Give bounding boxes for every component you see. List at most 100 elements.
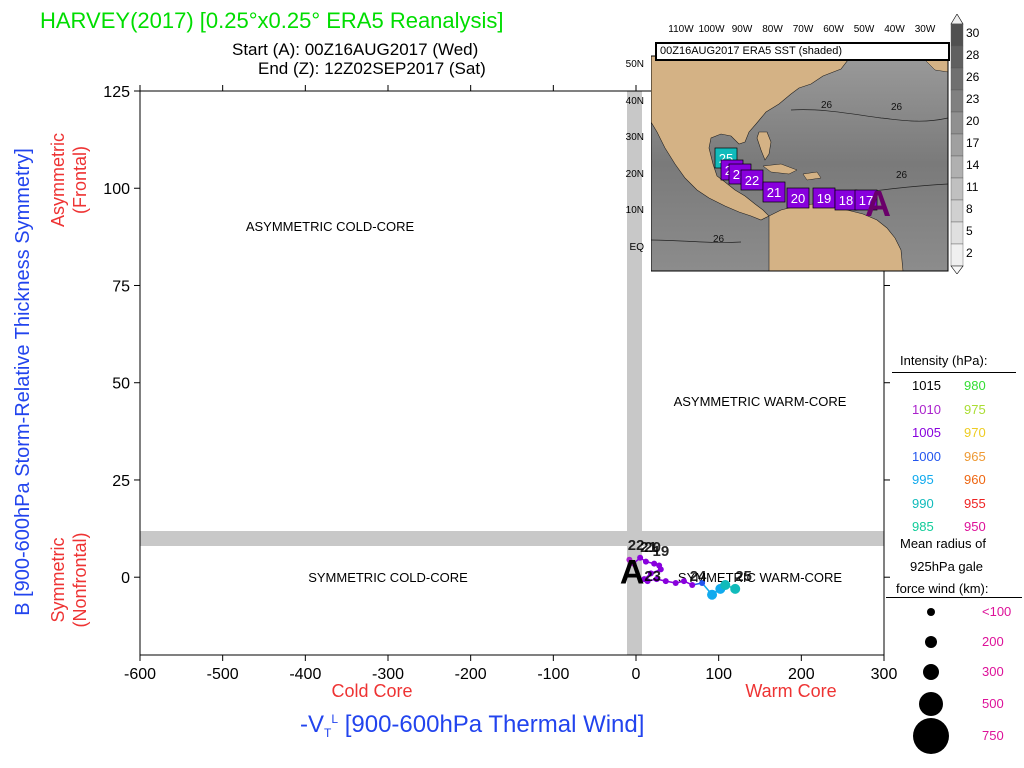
colorbar-swatch — [950, 111, 964, 135]
colorbar-swatch — [950, 23, 964, 47]
colorbar-label: 5 — [966, 224, 973, 238]
inset-contour-label: 26 — [821, 100, 833, 111]
quadrant-asym-warm: ASYMMETRIC WARM-CORE — [674, 394, 847, 409]
start-time: Start (A): 00Z16AUG2017 (Wed) — [232, 40, 479, 59]
x-axis-label: -VTL [900-600hPa Thermal Wind] — [300, 711, 644, 740]
colorbar-swatch — [950, 133, 964, 157]
legend-radius-title: 925hPa gale — [910, 559, 984, 574]
colorbar-label: 30 — [966, 26, 980, 40]
chart-title: HARVEY(2017) [0.25°x0.25° ERA5 Reanalysi… — [40, 8, 504, 33]
inset-track: 252423222120191817A — [714, 147, 891, 224]
legend-intensity-value: 960 — [964, 472, 986, 487]
inset-contour-26-north — [790, 109, 949, 122]
inset-lon-label: 110W — [668, 24, 694, 35]
x-tick-label: 200 — [788, 666, 815, 683]
y-tick-label: 125 — [103, 84, 130, 101]
track-label: 25 — [735, 568, 752, 585]
inset-hispaniola — [802, 171, 822, 181]
frontal-label: (Frontal) — [70, 146, 90, 214]
inset-track-label: 18 — [839, 193, 853, 208]
x-tick-label: -500 — [207, 666, 239, 683]
inset-lon-label: 80W — [762, 24, 783, 35]
inset-track-box — [854, 189, 878, 211]
track-point — [626, 556, 633, 563]
legend-intensity-value: 1015 — [912, 378, 941, 393]
x-tick-label: 100 — [705, 666, 732, 683]
legend-panel: Intensity (hPa): 1015 980 1010 975 1005 970 10… — [886, 350, 1022, 760]
track-label: 24 — [690, 568, 707, 585]
y-tick-label: 25 — [112, 473, 130, 490]
inset-lon-label: 60W — [823, 24, 844, 35]
colorbar-swatch — [950, 67, 964, 91]
inset-lat-label: 20N — [625, 168, 644, 180]
legend-radius-title: Mean radius of — [900, 536, 986, 551]
inset-track-label: 17 — [859, 193, 873, 208]
inset-lon-label: 100W — [698, 24, 725, 35]
y-axis-label: B [900-600hPa Storm-Relative Thickness S… — [12, 148, 34, 616]
legend-radius-dot — [913, 718, 949, 754]
legend-radius-dot — [923, 664, 939, 680]
inset-lon-label: 90W — [732, 24, 753, 35]
inset-track-label: 19 — [817, 191, 831, 206]
track-label: 21 — [640, 539, 657, 556]
legend-divider — [892, 372, 1016, 373]
x-tick-label: 0 — [632, 666, 641, 683]
colorbar-label: 2 — [966, 246, 973, 260]
cold-core-label: Cold Core — [331, 681, 412, 701]
y-tick-label: 0 — [121, 570, 130, 587]
inset-track-label: 21 — [767, 185, 781, 200]
colorbar-swatch — [950, 89, 964, 113]
x-axis-label-sup: L — [331, 712, 338, 726]
inset-lat-label: 50N — [625, 59, 644, 70]
x-tick-label: 300 — [871, 666, 898, 683]
x-axis-label-sub: T — [324, 726, 332, 740]
inset-lat-label: EQ — [629, 241, 644, 253]
inset-contour-26-south — [651, 239, 742, 243]
inset-contour-label: 26 — [891, 102, 903, 113]
colorbar-swatch — [950, 177, 964, 201]
legend-radius-label: 200 — [982, 634, 1004, 649]
inset-lat-label: 10N — [625, 205, 644, 216]
plot-frame — [139, 90, 885, 656]
legend-intensity-value: 1010 — [912, 401, 941, 417]
colorbar-top-cap — [950, 14, 964, 25]
warm-core-label: Warm Core — [745, 681, 836, 701]
colorbar-swatch — [950, 45, 964, 69]
track-point — [651, 560, 658, 567]
nonfrontal-label: (Nonfrontal) — [70, 532, 90, 627]
x-tick-label: -100 — [537, 666, 569, 683]
track-point — [630, 560, 637, 567]
inset-contour-label: 26 — [896, 170, 908, 181]
legend-radius-label: <100 — [982, 604, 1012, 619]
legend-intensity-value: 955 — [964, 495, 986, 511]
inset-contour-label: 26 — [713, 234, 725, 245]
legend-radius-label: 750 — [982, 728, 1004, 743]
inset-start-label: A — [865, 183, 891, 224]
inset-lon-label: 40W — [884, 24, 905, 35]
inset-track-box — [786, 187, 810, 209]
legend-intensity-value: 1000 — [912, 448, 941, 464]
colorbar-label: 20 — [966, 114, 980, 128]
inset-track-box — [762, 181, 786, 203]
x-tick-label: -200 — [455, 666, 487, 683]
inset-lon-label: 30W — [915, 24, 936, 35]
colorbar-bottom-cap — [950, 265, 964, 274]
inset-lon-label: 50W — [854, 24, 875, 35]
x-tick-label: -400 — [289, 666, 321, 683]
track-label: 20 — [644, 539, 661, 556]
legend-intensity-value: 975 — [964, 401, 986, 417]
colorbar-label: 8 — [966, 202, 973, 216]
legend-radius-label: 300 — [982, 664, 1004, 679]
legend-intensity-value: 990 — [912, 495, 934, 511]
inset-lon-label: 70W — [793, 24, 814, 35]
track-point — [730, 583, 741, 594]
inset-cuba — [762, 163, 798, 175]
y-tick-label: 100 — [103, 181, 130, 198]
legend-intensity-value: 950 — [964, 519, 986, 534]
colorbar-label: 26 — [966, 70, 980, 84]
legend-radius-dot — [919, 692, 943, 716]
inset-lon-ticks: 110W 100W 90W 80W 70W 60W 50W 40W 30W — [668, 24, 936, 56]
quadrant-sym-cold: SYMMETRIC COLD-CORE — [308, 570, 468, 585]
sst-colorbar — [950, 14, 964, 274]
legend-intensity-value: 965 — [964, 448, 986, 464]
